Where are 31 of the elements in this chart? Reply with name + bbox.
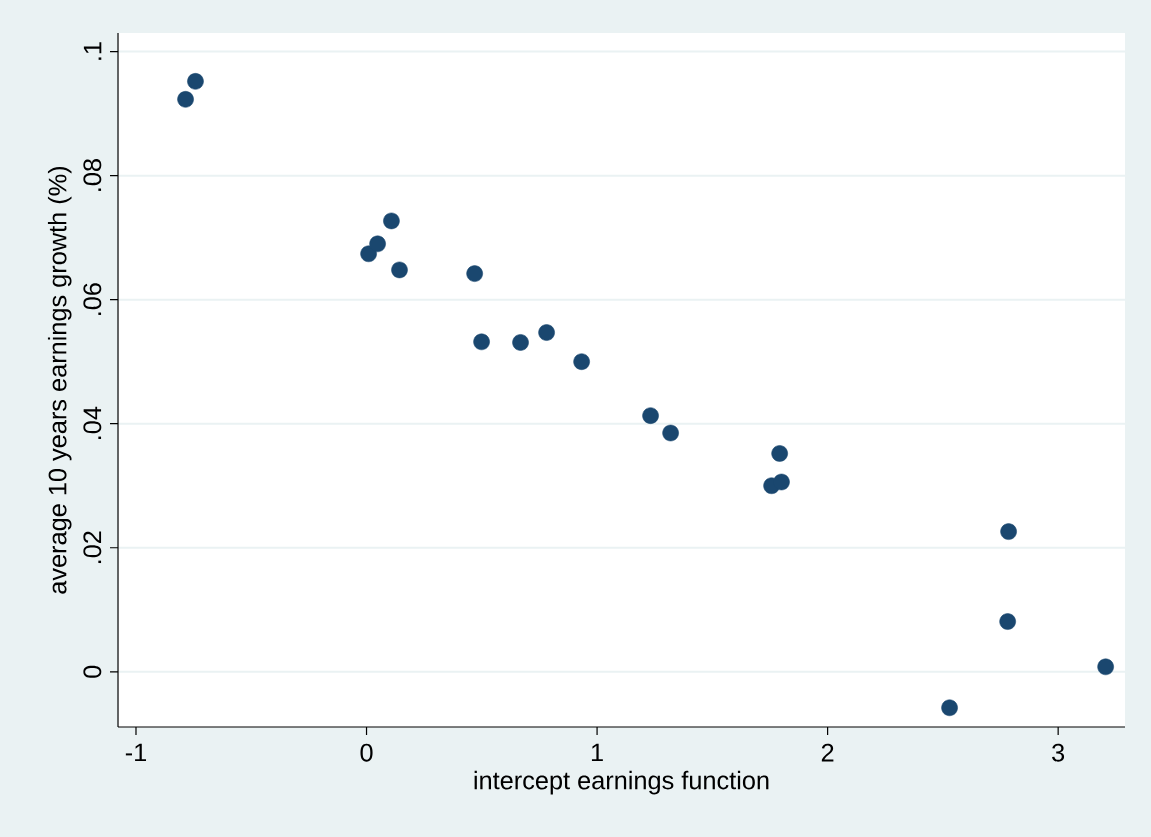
point <box>512 334 529 351</box>
y-axis-title: average 10 years earnings growth (%) <box>47 166 72 594</box>
y-tick-label: .06 <box>83 283 102 315</box>
point <box>573 353 590 370</box>
x-axis-title: intercept earnings function <box>474 770 769 795</box>
point <box>369 235 386 253</box>
point <box>773 473 790 491</box>
x-tick-label: -1 <box>125 743 146 762</box>
x-tick-label: 2 <box>821 743 834 762</box>
point <box>642 407 659 424</box>
point <box>473 333 490 351</box>
y-tick-label: .04 <box>83 406 102 439</box>
point <box>383 212 400 230</box>
point <box>662 424 679 442</box>
point <box>538 324 555 341</box>
y-tick-label: .1 <box>83 42 102 60</box>
y-tick-label: .08 <box>83 159 102 191</box>
x-tick-label: 1 <box>591 743 603 762</box>
point <box>177 91 194 108</box>
point <box>941 699 958 717</box>
y-tick-label: .02 <box>83 531 102 564</box>
point <box>466 265 483 282</box>
point <box>1097 658 1114 676</box>
point <box>1000 523 1017 540</box>
point <box>187 73 204 90</box>
y-tick-label: 0 <box>83 665 102 678</box>
x-tick-label: 0 <box>360 743 373 762</box>
point <box>771 445 788 462</box>
x-tick-label: 3 <box>1052 743 1065 762</box>
point <box>391 261 408 279</box>
point <box>999 613 1016 630</box>
